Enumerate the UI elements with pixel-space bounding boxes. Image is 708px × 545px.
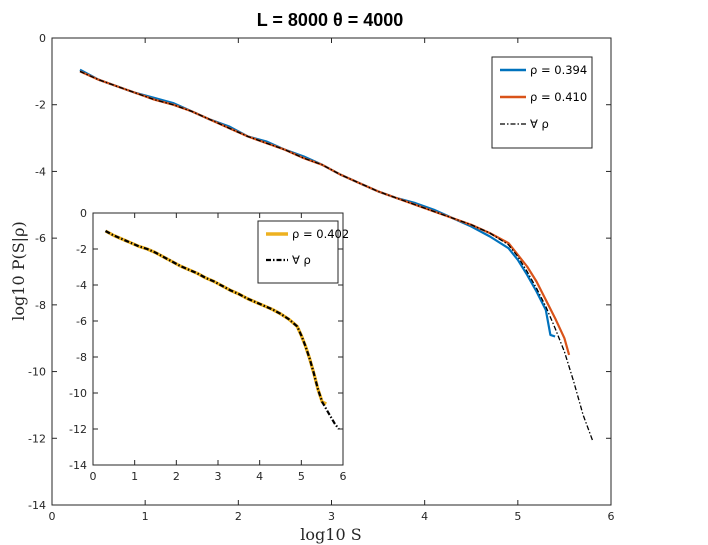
inset-plot: 0 1 2 3 4 5 6 0 -2 -4 -6 -8 -10 -12 -14 ρ = 0.402 ∀ ρ (69, 207, 349, 483)
main-series-line-2 (79, 70, 594, 441)
main-y-tick-label: -6 (35, 232, 46, 245)
inset-series-line-1 (104, 230, 340, 430)
inset-y-tick-label: -6 (76, 315, 87, 328)
main-legend-entry-1: ρ = 0.410 (530, 90, 587, 104)
main-x-tick-label: 3 (328, 510, 335, 523)
main-x-tick-label: 5 (514, 510, 521, 523)
main-y-tick-label: -4 (35, 165, 46, 178)
main-y-tick-label: -2 (35, 99, 46, 112)
inset-y-tick-label: 0 (80, 207, 87, 220)
main-x-tick-label: 6 (608, 510, 615, 523)
main-legend-entry-2: ∀ ρ (530, 117, 549, 131)
inset-y-tick-label: -12 (69, 423, 87, 436)
inset-y-tick-label: -14 (69, 459, 87, 472)
inset-x-tick-label: 4 (256, 470, 263, 483)
main-legend-box (491, 56, 593, 149)
main-x-tick-label: 4 (421, 510, 428, 523)
x-axis-title: log10 S (300, 525, 361, 544)
inset-x-tick-label: 3 (215, 470, 222, 483)
main-y-tick-label: -10 (28, 366, 46, 379)
inset-y-tick-label: -2 (76, 243, 87, 256)
figure-title: L = 8000 θ = 4000 (257, 10, 404, 30)
inset-legend-entry-0: ρ = 0.402 (292, 227, 349, 241)
inset-x-tick-label: 6 (340, 470, 347, 483)
inset-legend-box (257, 220, 339, 284)
main-x-tick-label: 1 (142, 510, 149, 523)
y-axis-title: log10 P(S|ρ) (9, 221, 28, 320)
main-legend-entry-0: ρ = 0.394 (530, 63, 587, 77)
main-y-tick-label: -8 (35, 299, 46, 312)
inset-x-tick-label: 0 (90, 470, 97, 483)
main-y-tick-label: 0 (39, 32, 46, 45)
inset-x-tick-label: 5 (298, 470, 305, 483)
inset-legend-entry-1: ∀ ρ (292, 253, 311, 267)
main-y-tick-label: -14 (28, 499, 46, 512)
inset-x-tick-label: 1 (131, 470, 138, 483)
inset-y-tick-label: -8 (76, 351, 87, 364)
inset-y-tick-label: -4 (76, 279, 87, 292)
main-x-tick-label: 2 (235, 510, 242, 523)
inset-y-tick-label: -10 (69, 387, 87, 400)
main-y-tick-label: -12 (28, 432, 46, 445)
inset-x-tick-label: 2 (173, 470, 180, 483)
main-x-tick-label: 0 (49, 510, 56, 523)
